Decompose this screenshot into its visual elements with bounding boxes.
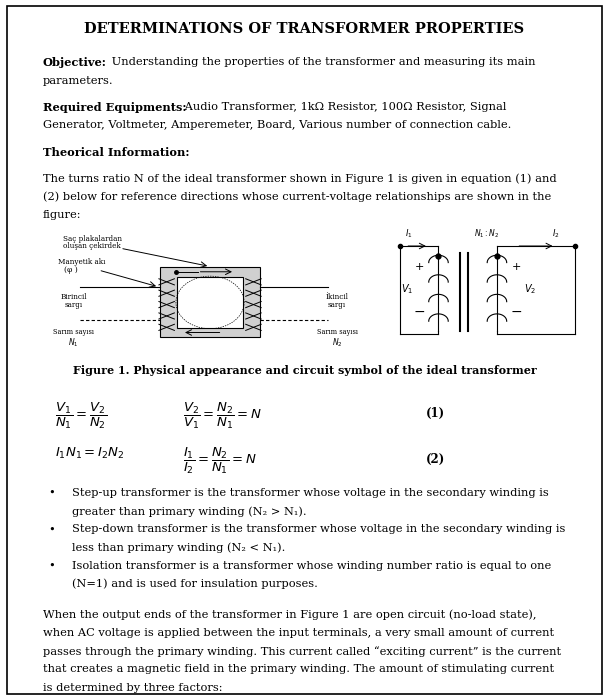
Text: (2) below for reference directions whose current-voltage relationships are shown: (2) below for reference directions whose… [43, 192, 551, 202]
Text: sargı: sargı [328, 301, 347, 309]
Text: Sarım sayısı: Sarım sayısı [317, 328, 357, 336]
Text: Manyetik akı: Manyetik akı [58, 258, 105, 266]
Text: Step-down transformer is the transformer whose voltage in the secondary winding : Step-down transformer is the transformer… [72, 524, 565, 534]
Text: when AC voltage is applied between the input terminals, a very small amount of c: when AC voltage is applied between the i… [43, 628, 554, 638]
Text: Isolation transformer is a transformer whose winding number ratio is equal to on: Isolation transformer is a transformer w… [72, 561, 551, 570]
Text: The turns ratio N of the ideal transformer shown in Figure 1 is given in equatio: The turns ratio N of the ideal transform… [43, 174, 556, 184]
Text: Step-up transformer is the transformer whose voltage in the secondary winding is: Step-up transformer is the transformer w… [72, 488, 549, 498]
Text: (N=1) and is used for insulation purposes.: (N=1) and is used for insulation purpose… [72, 579, 318, 589]
Text: +: + [512, 262, 521, 272]
Text: Saç plakalardan: Saç plakalardan [63, 235, 122, 243]
Text: Audio Transformer, 1kΩ Resistor, 100Ω Resistor, Signal: Audio Transformer, 1kΩ Resistor, 100Ω Re… [181, 102, 507, 112]
Text: $\dfrac{I_1}{I_2} = \dfrac{N_2}{N_1} = N$: $\dfrac{I_1}{I_2} = \dfrac{N_2}{N_1} = N… [183, 446, 256, 476]
Text: (1): (1) [426, 407, 445, 421]
Text: Figure 1. Physical appearance and circuit symbol of the ideal transformer: Figure 1. Physical appearance and circui… [72, 365, 537, 377]
Text: +: + [414, 262, 424, 272]
Text: $V_2$: $V_2$ [524, 282, 536, 295]
Text: Birincil: Birincil [60, 293, 87, 301]
Text: parameters.: parameters. [43, 76, 113, 85]
Text: $N_1$: $N_1$ [68, 336, 79, 349]
Text: less than primary winding (N₂ < N₁).: less than primary winding (N₂ < N₁). [72, 542, 285, 553]
Text: İkincil: İkincil [326, 293, 349, 301]
Text: Required Equipments:: Required Equipments: [43, 102, 186, 113]
Text: figure:: figure: [43, 210, 81, 220]
Text: sargı: sargı [65, 301, 83, 309]
Text: Understanding the properties of the transformer and measuring its main: Understanding the properties of the tran… [108, 57, 536, 67]
Text: $\dfrac{V_2}{V_1} = \dfrac{N_2}{N_1} = N$: $\dfrac{V_2}{V_1} = \dfrac{N_2}{N_1} = N… [183, 400, 262, 430]
Text: (φ ): (φ ) [65, 266, 78, 274]
Text: •: • [49, 561, 55, 570]
Text: passes through the primary winding. This current called “exciting current” is th: passes through the primary winding. This… [43, 646, 561, 657]
Text: •: • [49, 488, 55, 498]
Text: When the output ends of the transformer in Figure 1 are open circuit (no-load st: When the output ends of the transformer … [43, 610, 536, 620]
Text: $N_2$: $N_2$ [332, 336, 342, 349]
FancyBboxPatch shape [160, 267, 259, 337]
Text: greater than primary winding (N₂ > N₁).: greater than primary winding (N₂ > N₁). [72, 506, 306, 517]
Bar [177, 277, 242, 328]
Text: $N_1:N_2$: $N_1:N_2$ [474, 228, 500, 240]
Text: Theorical Information:: Theorical Information: [43, 147, 189, 158]
Text: Sarım sayısı: Sarım sayısı [53, 328, 94, 336]
Text: Generator, Voltmeter, Amperemeter, Board, Various number of connection cable.: Generator, Voltmeter, Amperemeter, Board… [43, 120, 511, 130]
Text: $V_1$: $V_1$ [401, 282, 414, 295]
Text: −: − [413, 304, 425, 318]
Text: Objective:: Objective: [43, 57, 107, 69]
Text: oluşan çekirdek: oluşan çekirdek [63, 242, 121, 250]
Text: −: − [510, 304, 523, 318]
Text: $I_1N_1 = I_2N_2$: $I_1N_1 = I_2N_2$ [55, 446, 124, 461]
Text: that creates a magnetic field in the primary winding. The amount of stimulating : that creates a magnetic field in the pri… [43, 664, 554, 674]
Text: is determined by three factors:: is determined by three factors: [43, 682, 222, 692]
Text: $I_2$: $I_2$ [552, 228, 559, 240]
Text: (2): (2) [426, 453, 446, 466]
Text: •: • [49, 524, 55, 534]
Text: $I_1$: $I_1$ [406, 228, 413, 240]
Text: $\dfrac{V_1}{N_1} = \dfrac{V_2}{N_2}$: $\dfrac{V_1}{N_1} = \dfrac{V_2}{N_2}$ [55, 400, 107, 430]
Text: DETERMINATIONS OF TRANSFORMER PROPERTIES: DETERMINATIONS OF TRANSFORMER PROPERTIES [85, 22, 524, 36]
